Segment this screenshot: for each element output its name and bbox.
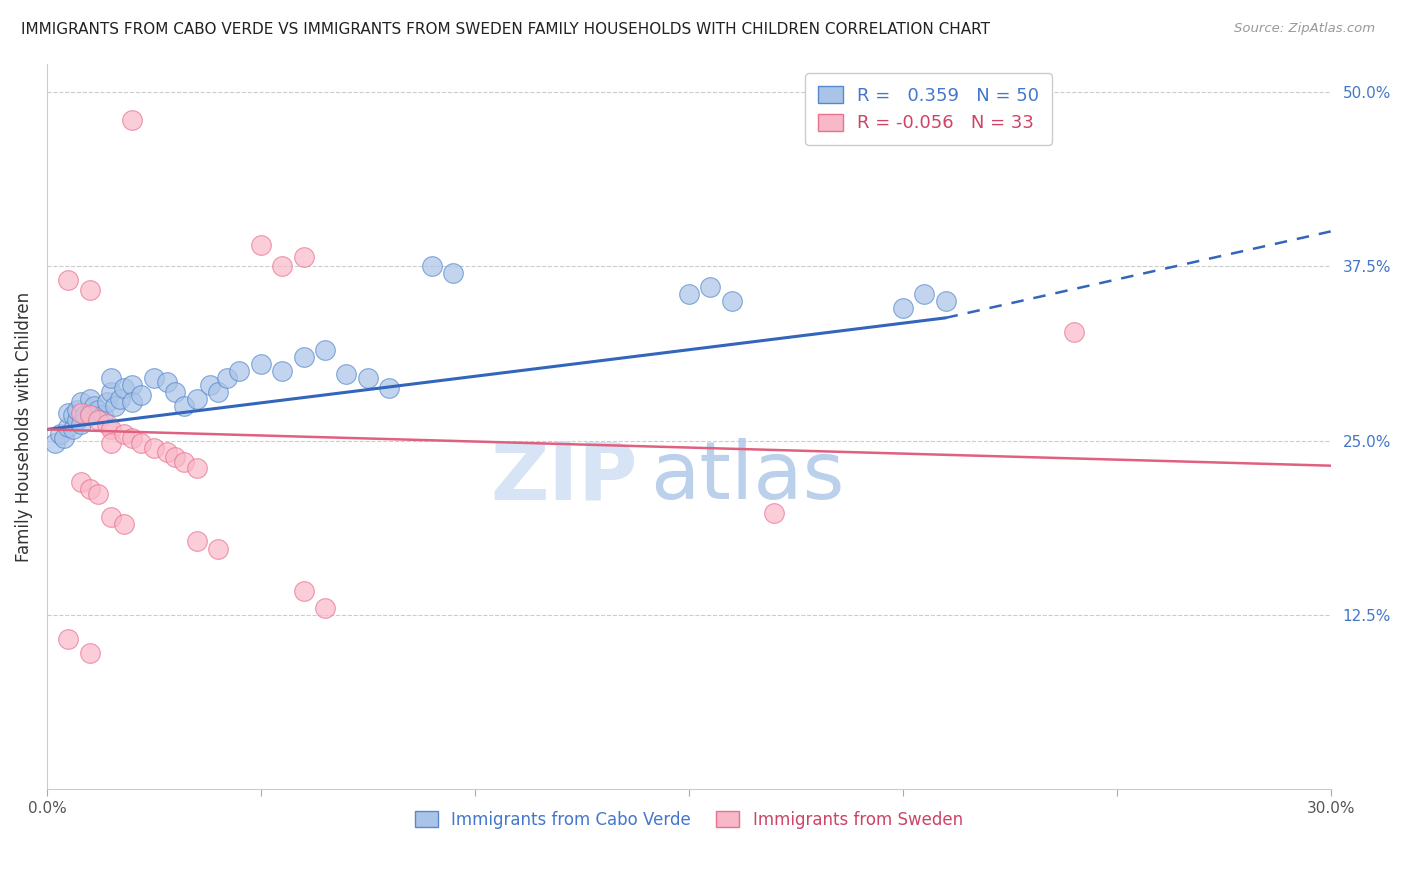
Point — [87, 412, 110, 426]
Point — [121, 112, 143, 127]
Point — [121, 394, 143, 409]
Point — [935, 294, 957, 309]
Point — [1063, 325, 1085, 339]
Point — [173, 454, 195, 468]
Point — [100, 422, 122, 436]
Point — [112, 381, 135, 395]
Point — [129, 387, 152, 401]
Point — [87, 486, 110, 500]
Point — [100, 371, 122, 385]
Point — [79, 409, 101, 423]
Point — [912, 287, 935, 301]
Point — [891, 301, 914, 315]
Point — [70, 475, 93, 490]
Point — [156, 444, 179, 458]
Point — [66, 403, 89, 417]
Point — [58, 406, 80, 420]
Point — [100, 436, 122, 450]
Point — [83, 399, 105, 413]
Point — [215, 371, 238, 385]
Legend: Immigrants from Cabo Verde, Immigrants from Sweden: Immigrants from Cabo Verde, Immigrants f… — [408, 804, 970, 835]
Point — [79, 406, 101, 420]
Point — [70, 417, 93, 431]
Point — [62, 409, 84, 423]
Point — [335, 367, 357, 381]
Point — [62, 422, 84, 436]
Point — [186, 461, 208, 475]
Point — [441, 266, 464, 280]
Point — [207, 542, 229, 557]
Point — [87, 403, 110, 417]
Point — [207, 384, 229, 399]
Point — [108, 392, 131, 406]
Point — [378, 381, 401, 395]
Point — [48, 426, 70, 441]
Point — [186, 392, 208, 406]
Point — [292, 350, 315, 364]
Point — [292, 584, 315, 599]
Point — [70, 406, 93, 420]
Point — [699, 280, 721, 294]
Point — [96, 394, 118, 409]
Point — [79, 392, 101, 406]
Point — [420, 260, 443, 274]
Text: Source: ZipAtlas.com: Source: ZipAtlas.com — [1234, 22, 1375, 36]
Point — [678, 287, 700, 301]
Point — [198, 377, 221, 392]
Point — [100, 384, 122, 399]
Point — [129, 436, 152, 450]
Point — [292, 250, 315, 264]
Point — [271, 260, 294, 274]
Text: IMMIGRANTS FROM CABO VERDE VS IMMIGRANTS FROM SWEDEN FAMILY HOUSEHOLDS WITH CHIL: IMMIGRANTS FROM CABO VERDE VS IMMIGRANTS… — [21, 22, 990, 37]
Point — [58, 419, 80, 434]
Point — [186, 533, 208, 548]
Point — [100, 510, 122, 524]
Point — [79, 646, 101, 660]
Point — [96, 417, 118, 431]
Point — [79, 283, 101, 297]
Point — [66, 412, 89, 426]
Point — [53, 431, 76, 445]
Point — [44, 436, 66, 450]
Point — [112, 517, 135, 532]
Y-axis label: Family Households with Children: Family Households with Children — [15, 292, 32, 562]
Point — [357, 371, 380, 385]
Point — [142, 371, 165, 385]
Point — [70, 394, 93, 409]
Point — [58, 273, 80, 287]
Point — [314, 343, 336, 357]
Point — [112, 426, 135, 441]
Point — [228, 364, 250, 378]
Point — [763, 506, 786, 520]
Point — [121, 431, 143, 445]
Point — [165, 450, 187, 465]
Point — [271, 364, 294, 378]
Point — [165, 384, 187, 399]
Point — [104, 399, 127, 413]
Point — [121, 377, 143, 392]
Point — [75, 409, 97, 423]
Point — [142, 441, 165, 455]
Point — [173, 399, 195, 413]
Text: atlas: atlas — [651, 438, 845, 516]
Point — [79, 483, 101, 497]
Point — [720, 294, 742, 309]
Point — [250, 238, 273, 252]
Point — [314, 601, 336, 615]
Point — [250, 357, 273, 371]
Point — [58, 632, 80, 646]
Point — [156, 375, 179, 389]
Point — [91, 409, 114, 423]
Text: ZIP: ZIP — [491, 438, 637, 516]
